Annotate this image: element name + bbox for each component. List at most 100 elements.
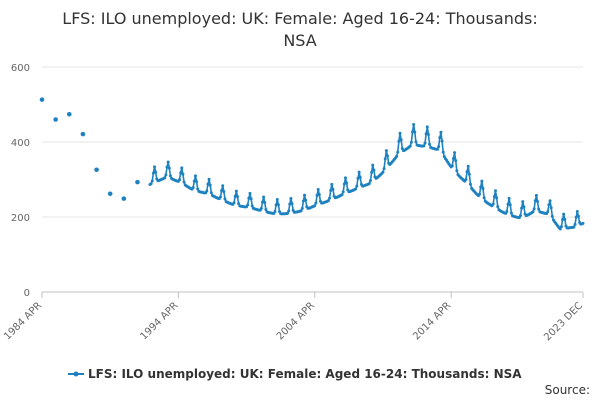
data-point[interactable]: [153, 165, 157, 169]
data-point[interactable]: [168, 174, 172, 178]
data-point[interactable]: [437, 145, 441, 149]
data-point[interactable]: [301, 199, 305, 203]
data-point[interactable]: [383, 157, 387, 161]
data-point[interactable]: [422, 144, 426, 148]
data-point[interactable]: [80, 131, 86, 137]
data-point[interactable]: [355, 184, 359, 188]
data-point[interactable]: [315, 193, 319, 197]
data-point[interactable]: [299, 209, 303, 213]
data-point[interactable]: [453, 151, 457, 155]
data-point[interactable]: [121, 196, 127, 201]
data-point[interactable]: [304, 198, 308, 202]
data-point[interactable]: [247, 196, 251, 200]
data-point[interactable]: [263, 200, 267, 204]
data-point[interactable]: [537, 207, 541, 211]
data-point[interactable]: [343, 176, 347, 180]
data-point[interactable]: [178, 178, 182, 182]
data-point[interactable]: [371, 163, 375, 167]
data-point[interactable]: [482, 196, 486, 200]
data-point[interactable]: [399, 138, 403, 142]
data-point[interactable]: [135, 179, 140, 185]
data-point[interactable]: [180, 166, 184, 170]
data-point[interactable]: [220, 189, 224, 193]
data-point[interactable]: [222, 190, 226, 194]
data-point[interactable]: [290, 202, 294, 206]
data-point[interactable]: [441, 150, 445, 154]
data-point[interactable]: [451, 156, 455, 160]
data-point[interactable]: [179, 171, 183, 175]
data-point[interactable]: [506, 202, 510, 206]
data-point[interactable]: [507, 196, 511, 200]
data-point[interactable]: [408, 144, 412, 148]
data-point[interactable]: [409, 140, 413, 144]
data-point[interactable]: [372, 168, 376, 172]
data-point[interactable]: [232, 201, 236, 205]
data-point[interactable]: [264, 208, 268, 212]
data-point[interactable]: [368, 179, 372, 183]
data-point[interactable]: [440, 139, 444, 143]
data-point[interactable]: [260, 200, 264, 204]
data-point[interactable]: [495, 196, 499, 200]
data-point[interactable]: [330, 182, 334, 186]
data-point[interactable]: [480, 179, 484, 183]
data-point[interactable]: [166, 160, 170, 164]
data-point[interactable]: [505, 210, 509, 214]
data-point[interactable]: [66, 111, 72, 117]
data-point[interactable]: [326, 199, 330, 203]
data-point[interactable]: [165, 165, 169, 169]
data-point[interactable]: [300, 206, 304, 210]
data-point[interactable]: [534, 193, 538, 197]
data-point[interactable]: [317, 193, 321, 197]
data-point[interactable]: [192, 179, 196, 183]
data-point[interactable]: [386, 154, 390, 158]
data-point[interactable]: [428, 142, 432, 146]
data-point[interactable]: [274, 203, 278, 207]
data-point[interactable]: [331, 187, 335, 191]
data-point[interactable]: [438, 136, 442, 140]
data-point[interactable]: [314, 201, 318, 205]
data-point[interactable]: [400, 146, 404, 150]
data-point[interactable]: [396, 150, 400, 154]
data-point[interactable]: [381, 170, 385, 174]
data-point[interactable]: [575, 210, 579, 214]
data-point[interactable]: [384, 149, 388, 153]
data-point[interactable]: [520, 206, 524, 210]
data-point[interactable]: [235, 195, 239, 199]
data-point[interactable]: [191, 186, 195, 190]
data-point[interactable]: [303, 193, 307, 197]
data-point[interactable]: [223, 197, 227, 201]
data-point[interactable]: [94, 167, 99, 173]
data-point[interactable]: [533, 199, 537, 203]
data-point[interactable]: [465, 170, 469, 174]
data-point[interactable]: [287, 209, 291, 213]
data-point[interactable]: [328, 196, 332, 200]
data-point[interactable]: [218, 195, 222, 199]
data-point[interactable]: [522, 205, 526, 209]
data-point[interactable]: [581, 221, 585, 225]
data-point[interactable]: [313, 204, 317, 208]
data-point[interactable]: [354, 187, 358, 191]
data-point[interactable]: [562, 212, 566, 216]
data-point[interactable]: [167, 166, 171, 170]
data-point[interactable]: [154, 170, 158, 174]
data-point[interactable]: [426, 132, 430, 136]
data-point[interactable]: [455, 169, 459, 173]
data-point[interactable]: [248, 191, 252, 195]
data-point[interactable]: [39, 97, 45, 102]
data-point[interactable]: [205, 189, 209, 193]
data-point[interactable]: [509, 211, 513, 215]
data-point[interactable]: [411, 130, 415, 134]
data-point[interactable]: [531, 210, 535, 214]
data-point[interactable]: [450, 164, 454, 168]
data-point[interactable]: [53, 117, 58, 122]
data-point[interactable]: [561, 218, 565, 222]
data-point[interactable]: [367, 182, 371, 186]
data-point[interactable]: [413, 130, 417, 134]
data-point[interactable]: [412, 123, 416, 127]
data-point[interactable]: [196, 187, 200, 191]
data-point[interactable]: [563, 217, 567, 221]
data-point[interactable]: [572, 225, 576, 229]
legend[interactable]: LFS: ILO unemployed: UK: Female: Aged 16…: [68, 367, 522, 381]
data-point[interactable]: [425, 125, 429, 129]
data-point[interactable]: [576, 214, 580, 218]
